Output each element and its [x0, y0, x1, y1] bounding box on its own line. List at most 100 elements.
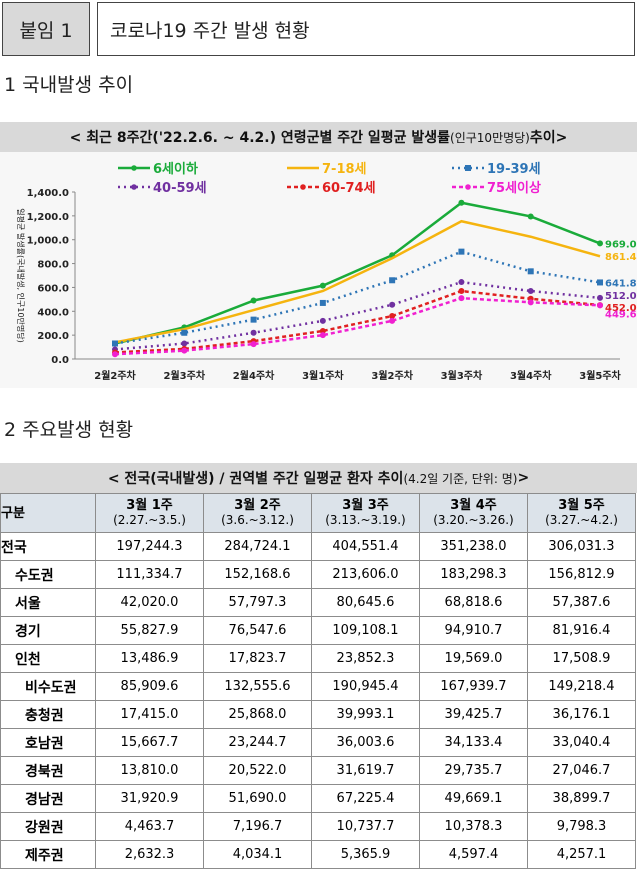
table-cell: 23,244.7: [203, 728, 312, 757]
y-tick-label: 1,400.0: [27, 188, 69, 199]
section-1-title: 1 국내발생 추이: [4, 74, 134, 96]
x-tick-label: 2월3주차: [164, 369, 206, 382]
row-label: 수도권: [0, 560, 96, 589]
y-tick-label: 200.0: [37, 331, 69, 342]
column-week: 3월 5주: [558, 498, 605, 513]
table-cell: 27,046.7: [527, 756, 636, 785]
legend-label: 40-59세: [153, 181, 207, 196]
table-cell: 57,387.6: [527, 588, 636, 617]
data-point: [250, 316, 257, 323]
table-cell: 36,176.1: [527, 700, 636, 729]
column-header: 3월 1주 (2.27.~3.5.): [95, 493, 204, 533]
table-cell: 306,031.3: [527, 532, 636, 561]
column-week: 3월 4주: [450, 498, 497, 513]
column-header: 3월 5주 (3.27.~4.2.): [527, 493, 636, 533]
table-caption-sub: (4.2일 기준, 단위: 명): [403, 471, 518, 486]
data-point: [181, 340, 188, 347]
table-row: 비수도권 85,909.6 132,555.6 190,945.4 167,939.7 1…: [0, 672, 636, 701]
table-header-row: 구분 3월 1주 (2.27.~3.5.) 3월 2주 (3.6.~3.12.) 3…: [0, 493, 636, 533]
table-cell: 31,920.9: [95, 784, 204, 813]
table-row: 전국 197,244.3 284,724.1 404,551.4 351,238.0 30…: [0, 532, 636, 561]
table-cell: 13,486.9: [95, 644, 204, 673]
table-cell: 68,818.6: [419, 588, 528, 617]
table-cell: 49,669.1: [419, 784, 528, 813]
table-cell: 20,522.0: [203, 756, 312, 785]
end-value-label: 512.0: [605, 291, 637, 302]
y-axis-label: 일평균 발생률(국내발생, 인구10만명당): [16, 208, 26, 342]
x-tick-label: 3월1주차: [302, 369, 344, 382]
table-cell: 39,425.7: [419, 700, 528, 729]
data-point: [597, 302, 603, 309]
end-value-label: 452.0: [605, 303, 637, 314]
table-cell: 7,196.7: [203, 812, 312, 841]
table-cell: 213,606.0: [311, 560, 420, 589]
table-row: 인천 13,486.9 17,823.7 23,852.3 19,569.0 17,508…: [0, 644, 636, 673]
table-cell: 4,257.1: [527, 840, 636, 869]
table-row: 제주권 2,632.3 4,034.1 5,365.9 4,597.4 4,257.1: [0, 840, 636, 869]
data-point: [250, 329, 257, 336]
table-cell: 51,690.0: [203, 784, 312, 813]
series-line: [114, 250, 601, 345]
data-point: [458, 279, 465, 286]
table-cell: 13,810.0: [95, 756, 204, 785]
table-row: 경기 55,827.9 76,547.6 109,108.1 94,910.7 81,91…: [0, 616, 636, 645]
table-cell: 17,823.7: [203, 644, 312, 673]
column-week: 3월 3주: [342, 498, 389, 513]
table-cell: 10,378.3: [419, 812, 528, 841]
data-point: [389, 313, 396, 320]
table-cell: 2,632.3: [95, 840, 204, 869]
data-point: [527, 268, 534, 275]
legend-marker: [131, 184, 137, 190]
row-label: 제주권: [0, 840, 96, 869]
table-caption-main: < 전국(국내발생) / 권역별 주간 일평균 환자 추이: [107, 471, 404, 487]
table-cell: 4,597.4: [419, 840, 528, 869]
legend-marker: [131, 165, 137, 171]
data-point: [112, 340, 118, 347]
series-line: [114, 296, 601, 356]
table-cell: 36,003.6: [311, 728, 420, 757]
regional-table: 구분 3월 1주 (2.27.~3.5.) 3월 2주 (3.6.~3.12.) 3…: [0, 493, 636, 869]
legend-label: 19-39세: [487, 162, 541, 177]
x-tick-label: 3월2주차: [371, 369, 413, 382]
data-point: [319, 282, 326, 289]
data-point: [181, 329, 188, 336]
table-cell: 5,365.9: [311, 840, 420, 869]
data-point: [527, 288, 534, 295]
table-row: 서울 42,020.0 57,797.3 80,645.6 68,818.6 57,387…: [0, 588, 636, 617]
x-tick-label: 3월5주차: [579, 369, 621, 382]
table-caption: < 전국(국내발생) / 권역별 주간 일평균 환자 추이 (4.2일 기준, …: [0, 463, 637, 493]
table-cell: 351,238.0: [419, 532, 528, 561]
table-cell: 76,547.6: [203, 616, 312, 645]
table-cell: 55,827.9: [95, 616, 204, 645]
column-header: 3월 3주 (3.13.~3.19.): [311, 493, 420, 533]
series-line: [114, 289, 601, 354]
row-label: 강원권: [0, 812, 96, 841]
data-point: [181, 347, 188, 354]
table-cell: 39,993.1: [311, 700, 420, 729]
legend-marker: [465, 184, 471, 190]
y-tick-label: 400.0: [37, 307, 69, 318]
y-tick-label: 1,200.0: [27, 212, 69, 223]
table-cell: 19,569.0: [419, 644, 528, 673]
table-cell: 4,034.1: [203, 840, 312, 869]
legend-label: 60-74세: [322, 181, 376, 196]
chart-caption-sub: (인구10만명당): [450, 130, 530, 145]
chart-caption: < 최근 8주간('22.2.6. ~ 4.2.) 연령군별 주간 일평균 발생…: [0, 122, 637, 152]
legend-marker: [300, 184, 306, 190]
data-point: [458, 295, 465, 302]
end-value-label: 449.6: [605, 309, 637, 320]
line-chart: 일평균 발생률(국내발생, 인구10만명당) 0.0 200.0 400.0 600.0…: [16, 161, 637, 382]
table-cell: 111,334.7: [95, 560, 204, 589]
table-row: 강원권 4,463.7 7,196.7 10,737.7 10,378.3 9,798.3: [0, 812, 636, 841]
attachment-tag: 붙임 1: [2, 2, 90, 56]
data-point: [527, 213, 534, 220]
end-value-label: 641.8: [605, 278, 637, 289]
column-range: (3.13.~3.19.): [325, 513, 406, 527]
data-point: [458, 248, 465, 255]
row-label: 인천: [0, 644, 96, 673]
table-cell: 4,463.7: [95, 812, 204, 841]
table-caption-end: >: [517, 470, 530, 486]
data-point: [597, 240, 603, 247]
column-range: (3.6.~3.12.): [221, 513, 294, 527]
data-point: [389, 317, 396, 324]
